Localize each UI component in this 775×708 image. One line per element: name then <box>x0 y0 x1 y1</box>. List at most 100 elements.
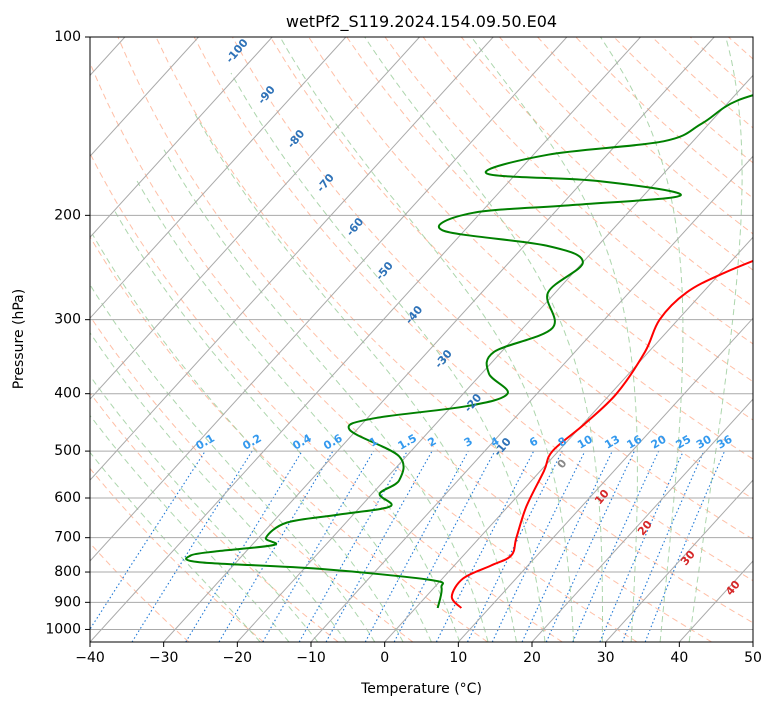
dry-adiabat-line <box>90 152 563 642</box>
y-tick-label: 700 <box>54 530 81 546</box>
isotherm-line <box>90 37 568 562</box>
mixing-ratio-line <box>185 450 303 642</box>
dry-adiabat-line <box>193 37 753 582</box>
mixing-ratio-lines <box>90 450 726 642</box>
dewpoint-line <box>185 94 753 609</box>
y-tick-label: 400 <box>54 386 81 402</box>
y-axis-ticks: 1000 900 800 700 600 500 400 300 200 100 <box>45 29 90 637</box>
x-tick-label: −40 <box>75 650 105 666</box>
isotherm-line <box>90 37 199 158</box>
moist-adiabat-line <box>136 180 461 642</box>
dry-adiabat-label: -80 <box>285 127 308 151</box>
x-tick-label: −20 <box>223 650 253 666</box>
dry-adiabat-label: -60 <box>344 215 367 239</box>
plot-area: -100-90-80-70-60-50-40-30-20-100.1 0.2 0.4… <box>90 37 753 642</box>
dry-adiabat-line <box>689 37 753 94</box>
mixing-ratio-line <box>521 450 613 642</box>
y-tick-label: 600 <box>54 490 81 506</box>
mixing-ratio-line <box>325 450 433 642</box>
isotherm-line <box>457 317 753 642</box>
dry-adiabat-line <box>90 392 339 642</box>
mixing-ratio-line <box>621 450 705 642</box>
x-tick-label: 10 <box>449 650 467 666</box>
moist-adiabat-line <box>279 37 575 642</box>
mixing-ratio-label: 0.2 <box>240 432 263 453</box>
mixing-ratio-label: 3 <box>462 435 475 450</box>
moist-adiabat-label: 40 <box>723 578 743 598</box>
mixing-ratio-line <box>393 450 496 642</box>
moist-adiabat-line <box>470 37 638 642</box>
mixing-ratio-label: 0.6 <box>321 431 345 452</box>
dry-adiabat-line <box>460 37 753 308</box>
moist-adiabat-line <box>194 113 517 642</box>
moist-adiabat-label: 10 <box>592 487 612 507</box>
moist-adiabat-line <box>230 72 546 642</box>
mixing-ratio-line <box>218 450 334 642</box>
dry-adiabat-label: -30 <box>432 347 455 371</box>
isotherm-line <box>310 155 753 642</box>
isotherm-line <box>163 37 715 642</box>
isotherm-line <box>752 641 753 642</box>
mixing-ratio-line <box>131 450 253 642</box>
mixing-ratio-label: 0.4 <box>290 431 314 452</box>
moist-adiabat-line <box>600 37 684 642</box>
moist-adiabat-line <box>90 375 319 642</box>
isotherm-line <box>90 37 494 481</box>
y-tick-label: 100 <box>54 29 81 45</box>
mixing-ratio-line <box>545 450 635 642</box>
mixing-ratio-label: 30 <box>694 432 714 451</box>
x-tick-label: 40 <box>670 650 688 666</box>
mixing-ratio-label: 10 <box>575 432 595 451</box>
moist-adiabat-line <box>90 414 290 642</box>
dry-adiabat-line <box>384 37 753 383</box>
x-tick-label: 0 <box>380 650 389 666</box>
temperature-line <box>450 259 753 609</box>
isotherm-line <box>605 479 753 642</box>
y-tick-label: 500 <box>54 443 81 459</box>
mixing-ratio-line <box>364 450 469 642</box>
profile-series <box>185 94 753 609</box>
mixing-ratio-label: 6 <box>527 434 540 449</box>
dry-adiabat-line <box>308 37 753 460</box>
isotherm-line <box>236 74 753 642</box>
dry-adiabat-label: -50 <box>373 259 396 283</box>
chart-title: wetPf2_S119.2024.154.09.50.E04 <box>286 12 557 32</box>
mixing-ratio-line <box>298 450 408 642</box>
y-tick-label: 1000 <box>45 621 81 637</box>
moist-adiabat-line <box>91 233 404 642</box>
mixing-ratio-line <box>644 450 726 642</box>
dry-adiabat-line <box>575 37 753 199</box>
isotherm-line <box>90 37 641 642</box>
x-tick-label: 20 <box>523 650 541 666</box>
dry-adiabat-line <box>728 37 753 60</box>
isotherm-line <box>90 37 347 319</box>
mixing-ratio-line <box>262 450 374 642</box>
x-tick-label: 50 <box>744 650 762 666</box>
isotherm-line <box>384 236 753 642</box>
mixing-ratio-label: 16 <box>625 432 645 451</box>
y-tick-label: 800 <box>54 564 81 580</box>
y-axis-label: Pressure (hPa) <box>11 289 27 389</box>
dry-adiabat-line <box>90 467 264 642</box>
isotherm-line <box>90 37 273 238</box>
isotherm-line <box>531 398 753 642</box>
dry-adiabat-line <box>346 37 753 421</box>
dry-adiabat-line <box>422 37 753 345</box>
moist-adiabat-line <box>90 331 347 642</box>
moist-adiabat-line <box>90 451 261 642</box>
moist-adiabat-line <box>688 37 743 642</box>
dry-adiabat-label: -20 <box>462 391 485 415</box>
dry-adiabat-label: -90 <box>255 83 278 107</box>
moist-adiabat-line <box>90 283 376 642</box>
mixing-ratio-label: 0.1 <box>194 432 217 453</box>
mixing-ratio-line <box>467 450 563 642</box>
mixing-ratio-label: 1 <box>367 435 380 450</box>
x-tick-label: 30 <box>597 650 615 666</box>
mixing-ratio-label: 1.5 <box>396 432 419 453</box>
mixing-ratio-line <box>435 450 535 642</box>
mixing-ratio-label: 20 <box>649 432 669 451</box>
dry-adiabat-label: -70 <box>314 171 337 195</box>
dry-adiabat-line <box>90 235 488 642</box>
x-axis-label: Temperature (°C) <box>360 681 482 697</box>
